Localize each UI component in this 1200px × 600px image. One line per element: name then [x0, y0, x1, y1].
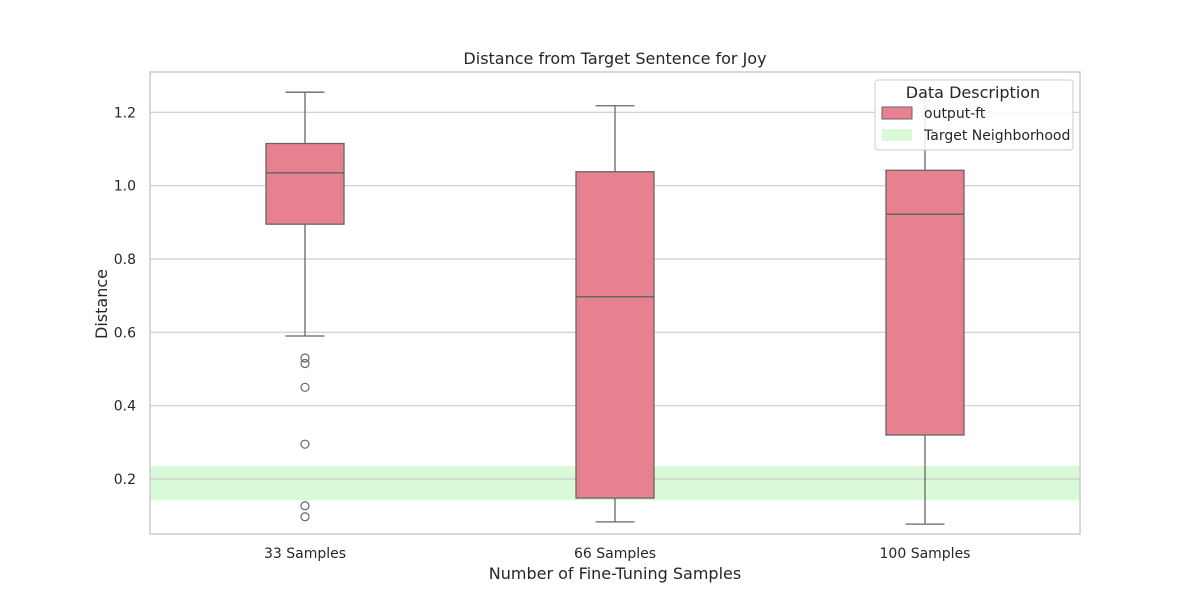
y-tick-label: 1.2 [114, 105, 136, 121]
x-tick-label: 100 Samples [880, 546, 971, 562]
axes-frame [149, 71, 1081, 535]
legend-label-output-ft: output-ft [924, 106, 986, 122]
legend-swatch-output-ft [881, 106, 913, 120]
x-tick-label: 66 Samples [574, 546, 656, 562]
legend: Data Description output-ft Target Neighb… [874, 79, 1074, 151]
y-tick-label: 0.6 [114, 325, 136, 341]
y-tick-label: 1.0 [114, 179, 136, 195]
outlier-point [300, 439, 310, 449]
plot-area: 0.2 0.4 0.6 0.8 1.0 1.2 33 Samples 66 Samples 10… [114, 71, 1081, 562]
chart-title: Distance from Target Sentence for Joy [463, 49, 766, 68]
box [575, 171, 655, 499]
x-tick-label: 33 Samples [264, 546, 346, 562]
y-tick-label: 0.2 [114, 472, 136, 488]
legend-frame [874, 79, 1074, 151]
outlier-point [300, 382, 310, 392]
legend-title: Data Description [906, 83, 1040, 102]
y-axis-label: Distance [92, 269, 111, 339]
box [885, 169, 965, 436]
outlier-point [300, 358, 310, 369]
outlier-point [300, 501, 310, 511]
legend-swatch-target-neighborhood [882, 129, 912, 141]
y-tick-label: 0.4 [114, 399, 136, 415]
outlier-point [300, 353, 310, 363]
box [265, 142, 345, 225]
y-tick-label: 0.8 [114, 252, 136, 268]
outlier-point [300, 512, 310, 522]
legend-label-target-neighborhood: Target Neighborhood [923, 128, 1070, 144]
x-axis-label: Number of Fine-Tuning Samples [489, 564, 741, 583]
